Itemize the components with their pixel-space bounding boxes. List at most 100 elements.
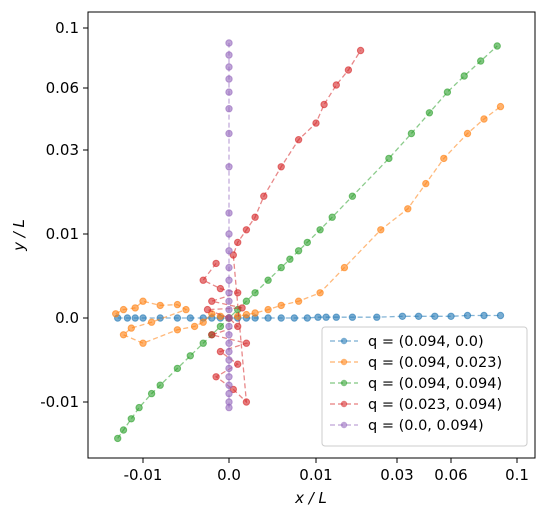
legend-label: q = (0.0, 0.094) <box>368 418 484 434</box>
data-point <box>173 314 182 322</box>
series-4 <box>199 46 365 406</box>
data-point <box>139 314 147 322</box>
x-tick-label: 0.03 <box>380 466 413 484</box>
legend-label: q = (0.094, 0.023) <box>368 355 502 371</box>
data-point <box>199 318 207 326</box>
legend-item: q = (0.023, 0.094) <box>330 397 502 413</box>
data-point <box>139 339 147 347</box>
x-tick-label: 0.1 <box>505 466 529 484</box>
data-point <box>127 415 136 423</box>
data-point <box>114 434 122 443</box>
data-point <box>242 226 251 234</box>
data-point <box>156 301 164 310</box>
legend-item: q = (0.094, 0.094) <box>330 376 502 392</box>
data-point <box>443 88 452 96</box>
data-point <box>119 331 128 339</box>
data-point <box>385 154 393 163</box>
data-point <box>277 163 285 171</box>
legend-swatch-marker <box>340 400 348 408</box>
y-tick-label: 0.01 <box>46 225 79 243</box>
legend-label: q = (0.094, 0.094) <box>368 376 502 392</box>
data-point <box>407 129 416 138</box>
data-point <box>234 312 242 320</box>
data-point <box>422 179 430 188</box>
data-point <box>290 314 298 322</box>
data-point <box>225 389 233 398</box>
data-point <box>234 360 242 368</box>
data-point <box>225 314 233 322</box>
data-point <box>480 311 488 320</box>
data-point <box>312 119 320 127</box>
data-point <box>373 313 381 321</box>
data-point <box>112 310 120 318</box>
data-point <box>303 314 311 322</box>
legend-item: q = (0.0, 0.094) <box>330 418 484 434</box>
data-point <box>147 318 156 326</box>
data-point <box>377 226 385 234</box>
legend-label: q = (0.094, 0.0) <box>368 334 484 350</box>
data-point <box>225 63 233 71</box>
data-point <box>225 230 233 238</box>
y-tick-label: 0.0 <box>55 309 79 327</box>
plot-frame <box>87 11 536 459</box>
data-point <box>234 322 242 331</box>
data-point <box>182 305 190 314</box>
data-point <box>316 289 324 297</box>
data-point <box>225 105 233 113</box>
x-tick-label: 0.0 <box>217 466 241 484</box>
legend-item: q = (0.094, 0.023) <box>330 355 502 371</box>
data-point <box>225 297 233 305</box>
data-point <box>251 289 259 297</box>
data-point <box>234 238 242 247</box>
y-axis-label: y / L <box>10 219 28 252</box>
data-point <box>496 311 505 320</box>
data-point <box>264 305 272 314</box>
data-point <box>242 398 251 406</box>
data-point <box>303 238 311 247</box>
data-point <box>173 364 182 373</box>
data-point <box>320 100 328 109</box>
data-point <box>404 205 412 213</box>
data-point <box>131 314 139 322</box>
data-point <box>414 312 423 320</box>
data-point <box>316 226 324 234</box>
data-point <box>460 72 468 80</box>
data-point <box>208 331 216 339</box>
data-point <box>225 51 233 59</box>
series-line <box>202 50 362 404</box>
y-tick-label: 0.03 <box>46 141 79 159</box>
data-point <box>225 373 233 381</box>
data-point <box>225 339 233 347</box>
legend-box <box>321 326 528 447</box>
data-point <box>322 313 330 321</box>
data-point <box>173 300 182 309</box>
data-point <box>131 304 139 312</box>
x-tick-label: 0.06 <box>434 466 467 484</box>
data-point <box>225 347 233 356</box>
data-point <box>225 163 233 171</box>
data-point <box>208 297 216 305</box>
y-tick-label: -0.01 <box>40 393 79 411</box>
data-point <box>294 247 303 255</box>
data-point <box>216 284 225 293</box>
data-point <box>264 276 272 284</box>
data-point <box>431 312 439 320</box>
data-point <box>251 213 259 221</box>
data-point <box>225 263 233 272</box>
data-point <box>340 263 349 272</box>
series-layer <box>112 39 505 443</box>
data-point <box>328 213 336 221</box>
data-point <box>186 314 195 322</box>
data-point <box>225 356 233 364</box>
data-point <box>425 109 434 117</box>
data-point <box>225 88 233 96</box>
data-point <box>496 102 505 111</box>
data-point <box>225 75 233 83</box>
data-point <box>348 313 357 321</box>
data-point <box>225 209 233 217</box>
data-point <box>216 347 225 356</box>
x-tick-label: 0.01 <box>299 466 332 484</box>
legend-swatch-marker <box>340 379 348 387</box>
data-point <box>225 276 233 284</box>
data-point <box>242 310 251 319</box>
